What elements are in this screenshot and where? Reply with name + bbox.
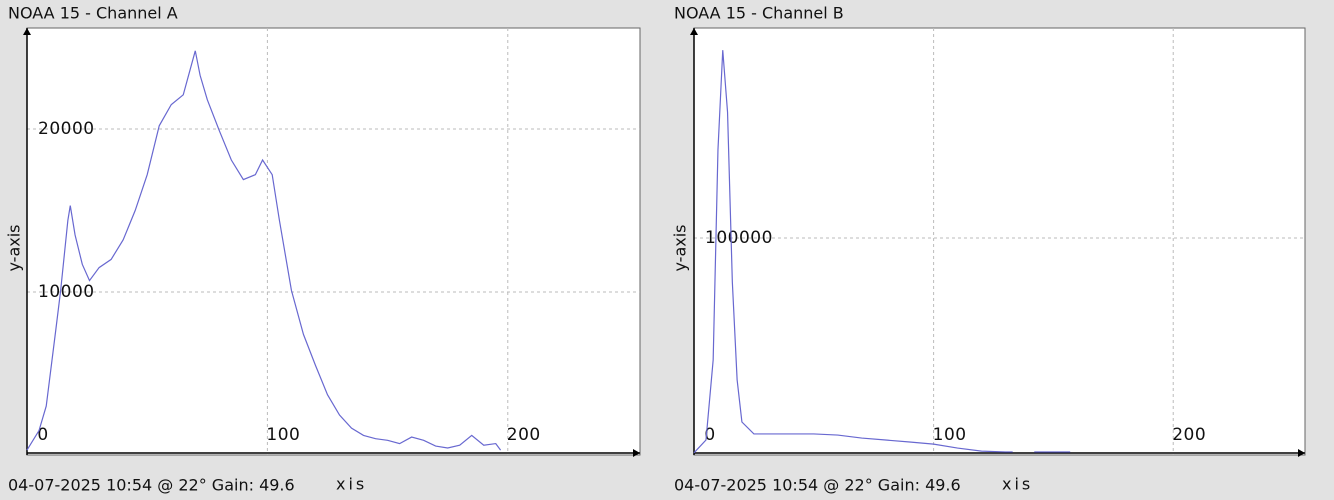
axis-arrow — [633, 449, 640, 457]
y-axis-label: y-axis — [5, 224, 24, 271]
x-tick-label: 200 — [507, 425, 541, 445]
x-tick-label: 0 — [704, 425, 715, 445]
x-tick-label: 200 — [1172, 425, 1206, 445]
plot-area — [693, 27, 1306, 456]
data-line — [26, 50, 502, 451]
data-line — [693, 50, 1071, 454]
plot-area — [26, 27, 641, 456]
axis-arrow — [1298, 449, 1305, 457]
footer: 04-07-2025 10:54 @ 22° Gain: 49.6 — [8, 476, 295, 495]
footer: 04-07-2025 10:54 @ 22° Gain: 49.6 — [674, 476, 961, 495]
y-tick-label: 10000 — [38, 282, 95, 302]
x-axis-label: xis — [336, 475, 367, 494]
chart-title: NOAA 15 - Channel B — [674, 4, 844, 23]
y-tick-label: 100000 — [705, 228, 773, 248]
chart-title: NOAA 15 - Channel A — [8, 4, 178, 23]
x-tick-label: 0 — [37, 425, 48, 445]
y-axis-label: y-axis — [671, 224, 690, 271]
axis-arrow — [23, 28, 31, 35]
x-tick-label: 100 — [266, 425, 300, 445]
axis-arrow — [690, 28, 698, 35]
x-tick-label: 100 — [933, 425, 967, 445]
x-axis-label: xis — [1002, 475, 1033, 494]
y-tick-label: 20000 — [38, 119, 95, 139]
